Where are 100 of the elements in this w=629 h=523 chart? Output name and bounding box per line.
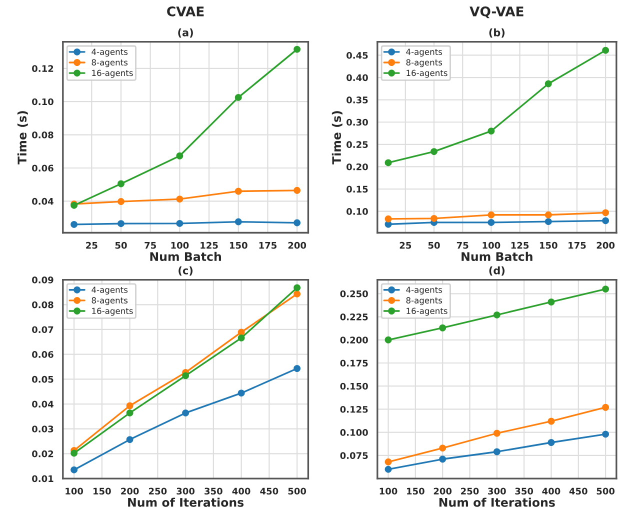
y-tick-label: 0.125 <box>340 406 368 413</box>
point <box>602 209 610 216</box>
point <box>544 80 552 88</box>
point <box>384 159 392 166</box>
point <box>602 217 610 224</box>
x-tick-label: 125 <box>200 242 218 249</box>
x-tick-label: 175 <box>259 242 277 249</box>
chart-title: (d) <box>489 266 505 276</box>
y-tick-label: 0.04 <box>32 198 54 205</box>
chart-title: VQ-VAE <box>470 6 524 18</box>
point <box>602 286 610 293</box>
y-tick-label: 0.200 <box>340 336 368 344</box>
point <box>488 219 495 226</box>
point <box>602 430 610 438</box>
y-tick-label: 0.06 <box>32 351 54 358</box>
point <box>544 218 552 226</box>
x-tick-label: 450 <box>569 488 588 495</box>
point <box>294 290 301 298</box>
x-tick-label: 150 <box>230 242 248 249</box>
point <box>70 466 78 474</box>
x-tick-label: 100 <box>66 488 84 495</box>
x-tick-label: 400 <box>232 488 250 495</box>
y-tick-label: 0.10 <box>346 208 368 215</box>
point <box>176 220 184 227</box>
x-tick-label: 250 <box>461 488 479 495</box>
x-tick-label: 75 <box>456 242 468 249</box>
y-tick-label: 0.30 <box>346 118 368 126</box>
chart-title: (c) <box>178 266 193 276</box>
y-tick-label: 0.09 <box>32 276 54 284</box>
point <box>126 409 134 416</box>
legend-label: 16-agents <box>406 70 448 78</box>
point <box>294 46 301 53</box>
x-tick-label: 400 <box>542 488 560 495</box>
point <box>439 456 446 463</box>
chart-title: CVAE <box>167 6 204 16</box>
legend-label: 16-agents <box>92 308 133 316</box>
x-tick-label: 350 <box>515 488 534 495</box>
y-axis-title: Time (s) <box>332 111 342 164</box>
y-axis-title: Time (s) <box>17 111 28 164</box>
point <box>70 220 78 228</box>
point <box>118 220 124 228</box>
point <box>176 152 184 160</box>
y-tick-label: 0.07 <box>32 326 54 334</box>
legend-label: 8-agents <box>92 59 128 68</box>
x-tick-label: 100 <box>380 488 398 495</box>
x-tick-label: 500 <box>596 488 615 495</box>
x-tick-label: 250 <box>148 488 167 495</box>
point <box>182 409 190 416</box>
x-tick-label: 175 <box>568 242 586 249</box>
y-tick-label: 0.02 <box>32 450 54 458</box>
point <box>384 466 392 473</box>
x-tick-label: 100 <box>482 242 500 249</box>
legend-label: 4-agents <box>406 286 442 295</box>
point <box>439 444 446 452</box>
point <box>548 439 555 446</box>
y-tick-label: 0.08 <box>32 301 54 308</box>
point <box>234 218 242 226</box>
point <box>294 284 301 292</box>
point <box>294 365 301 372</box>
y-tick-label: 0.05 <box>32 376 54 383</box>
point <box>126 402 134 410</box>
point <box>602 404 610 411</box>
point <box>544 211 552 218</box>
y-tick-label: 0.01 <box>32 475 54 482</box>
point <box>118 198 124 205</box>
x-tick-label: 150 <box>94 488 111 495</box>
x-tick-label: 75 <box>144 242 156 249</box>
point <box>602 46 610 54</box>
y-tick-label: 0.12 <box>32 65 54 72</box>
point <box>118 180 124 188</box>
legend-label: 4-agents <box>406 48 442 57</box>
point <box>384 215 392 222</box>
point <box>439 324 446 332</box>
legend-label: 8-agents <box>92 297 128 306</box>
x-tick-label: 500 <box>288 488 306 495</box>
y-tick-label: 0.10 <box>32 98 54 106</box>
point <box>126 436 134 444</box>
x-tick-label: 300 <box>488 488 506 495</box>
x-axis-title: Num of Iterations <box>128 498 244 507</box>
point <box>384 458 392 466</box>
x-tick-label: 50 <box>115 242 127 249</box>
x-axis-title: Num Batch <box>462 252 532 262</box>
x-tick-label: 200 <box>121 488 139 495</box>
point <box>182 372 190 380</box>
y-tick-label: 0.40 <box>346 74 368 82</box>
y-tick-label: 0.15 <box>346 186 368 193</box>
point <box>294 186 301 194</box>
point <box>493 311 500 318</box>
x-tick-label: 350 <box>204 488 222 495</box>
point <box>234 94 242 101</box>
point <box>488 128 495 135</box>
x-tick-label: 200 <box>596 242 615 249</box>
x-tick-label: 150 <box>540 242 558 249</box>
legend-label: 16-agents <box>406 308 448 316</box>
legend-label: 8-agents <box>406 59 442 68</box>
point <box>238 334 245 342</box>
point <box>430 214 438 222</box>
y-tick-label: 0.150 <box>340 382 368 390</box>
point <box>234 188 242 195</box>
y-tick-label: 0.45 <box>346 52 368 59</box>
